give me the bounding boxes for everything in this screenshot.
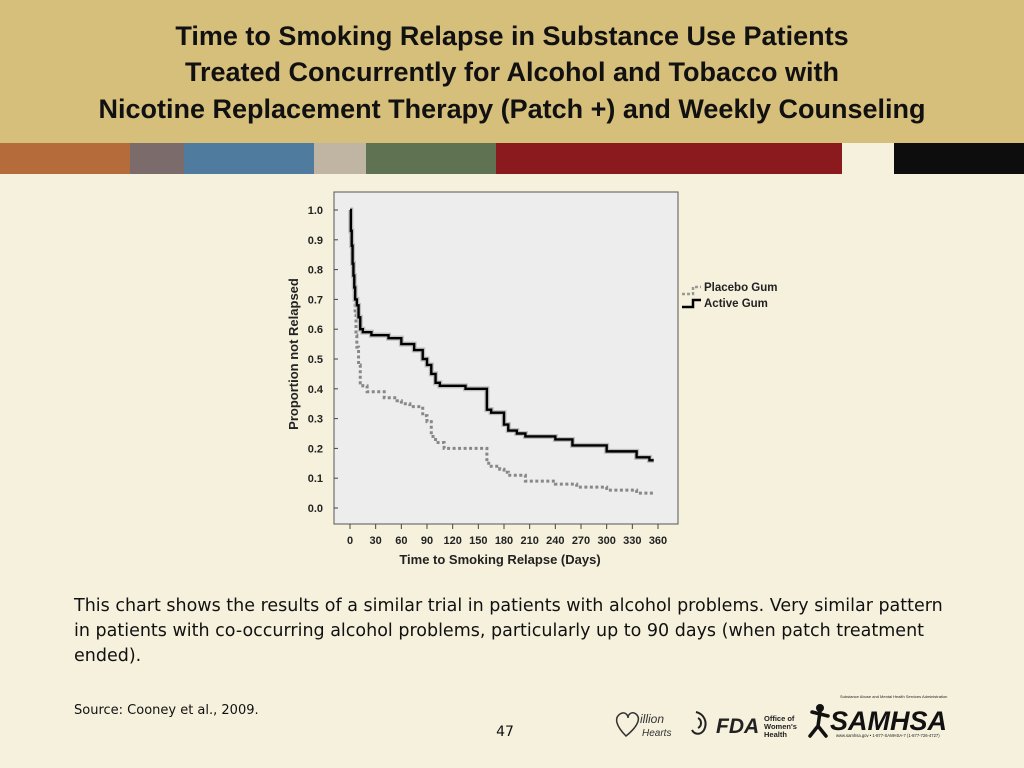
y-tick-label: 0.2 [308, 443, 323, 455]
legend-swatch-active [682, 298, 701, 309]
samhsa-top-text: Substance Abuse and Mental Health Servic… [840, 694, 947, 699]
x-tick-label: 150 [469, 535, 487, 547]
samhsa-wordmark: SAMHSA [830, 706, 947, 736]
y-tick-label: 0.9 [308, 235, 323, 247]
x-axis: 0 30 60 90 120 150 180 210 240 270 300 330 360 [347, 524, 667, 547]
samhsa-logo: Substance Abuse and Mental Health Servic… [808, 694, 947, 738]
y-tick-label: 1.0 [308, 205, 323, 217]
x-tick-label: 210 [520, 535, 538, 547]
slide-body-text: This chart shows the results of a simila… [74, 596, 943, 666]
series-lines [348, 207, 654, 495]
survival-chart: 0.0 0.1 0.2 0.3 0.4 0.5 0.6 0.7 0.8 0.9 1.0 0 30 60 9… [286, 191, 778, 567]
color-strip [0, 143, 1024, 174]
x-tick-label: 300 [597, 535, 615, 547]
y-tick-label: 0.3 [308, 414, 323, 426]
womens-health-text-2: Women's [764, 722, 797, 731]
million-hearts-logo: illion Hearts [615, 712, 671, 739]
legend-item-placebo: Placebo Gum [682, 282, 778, 296]
x-tick-label: 90 [421, 535, 433, 547]
heart-outline-icon [615, 712, 640, 738]
legend-swatch-placebo [682, 285, 701, 296]
y-tick-label: 0.5 [308, 354, 323, 366]
series-line-active-gum [349, 208, 654, 462]
slide-number: 47 [496, 724, 514, 740]
hhs-eagle-icon [691, 711, 707, 735]
chart-legend: Placebo Gum Active Gum [682, 282, 778, 310]
strip-segment [842, 143, 894, 174]
x-tick-label: 0 [347, 535, 353, 547]
womens-health-text-1: Office of [764, 714, 795, 723]
strip-segment [894, 143, 1024, 174]
x-tick-label: 180 [495, 535, 513, 547]
hhs-logo [691, 711, 707, 735]
y-tick-label: 0.8 [308, 265, 323, 277]
y-tick-label: 0.0 [308, 503, 323, 515]
chart-plot-area [333, 191, 679, 525]
legend-item-active: Active Gum [682, 298, 768, 310]
x-tick-label: 30 [370, 535, 382, 547]
strip-segment [0, 143, 130, 174]
fda-logo: FDA Office of Women's Health [716, 714, 797, 739]
y-tick-label: 0.4 [308, 384, 324, 396]
x-tick-label: 360 [649, 535, 667, 547]
x-axis-label: Time to Smoking Relapse (Days) [399, 552, 600, 567]
legend-label-active: Active Gum [704, 298, 768, 310]
strip-segment [130, 143, 184, 174]
slide-title-line-1: Time to Smoking Relapse in Substance Use… [175, 21, 849, 51]
strip-segment [366, 143, 496, 174]
strip-segment [314, 143, 366, 174]
title-bar: Time to Smoking Relapse in Substance Use… [0, 0, 1024, 143]
legend-label-placebo: Placebo Gum [704, 282, 778, 294]
womens-health-text-3: Health [764, 730, 787, 739]
strip-segment [184, 143, 314, 174]
samhsa-figure-head-icon [816, 704, 824, 712]
x-tick-label: 240 [546, 535, 564, 547]
samhsa-bottom-text: www.samhsa.gov • 1-877-SAMHSA-7 (1-877-7… [836, 733, 940, 738]
y-tick-label: 0.6 [308, 324, 323, 336]
slide-title-line-2: Treated Concurrently for Alcohol and Tob… [184, 57, 840, 87]
million-hearts-text-2: Hearts [642, 728, 671, 739]
fda-text: FDA [716, 715, 759, 738]
y-axis: 0.0 0.1 0.2 0.3 0.4 0.5 0.6 0.7 0.8 0.9 1.0 [308, 205, 338, 515]
source-citation: Source: Cooney et al., 2009. [74, 703, 259, 718]
million-hearts-text-1: illion [640, 712, 664, 726]
x-tick-label: 270 [572, 535, 590, 547]
y-tick-label: 0.7 [308, 294, 323, 306]
y-axis-label: Proportion not Relapsed [286, 278, 301, 430]
x-tick-label: 330 [623, 535, 641, 547]
x-tick-label: 120 [443, 535, 461, 547]
x-tick-label: 60 [395, 535, 407, 547]
samhsa-figure-icon [808, 710, 830, 738]
y-tick-label: 0.1 [308, 473, 323, 485]
slide-title-line-3: Nicotine Replacement Therapy (Patch +) a… [98, 94, 926, 124]
strip-segment [496, 143, 842, 174]
footer-logos: illion Hearts FDA Office of Women's Heal… [615, 694, 947, 739]
